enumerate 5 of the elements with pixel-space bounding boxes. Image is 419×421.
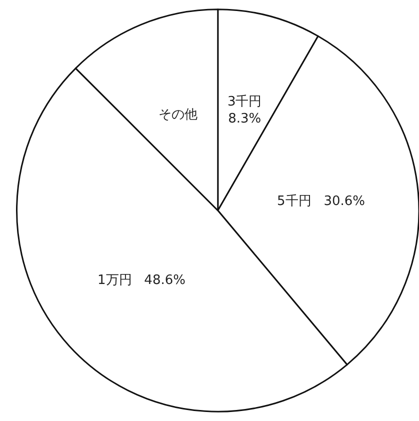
data-label: 8.3%: [228, 111, 262, 126]
slice-label: 5千円 30.6%: [277, 194, 366, 209]
slice-label: その他: [158, 107, 198, 122]
slice-label: 1万円 48.6%: [98, 272, 186, 288]
slice-label: 3千円: [227, 94, 262, 110]
